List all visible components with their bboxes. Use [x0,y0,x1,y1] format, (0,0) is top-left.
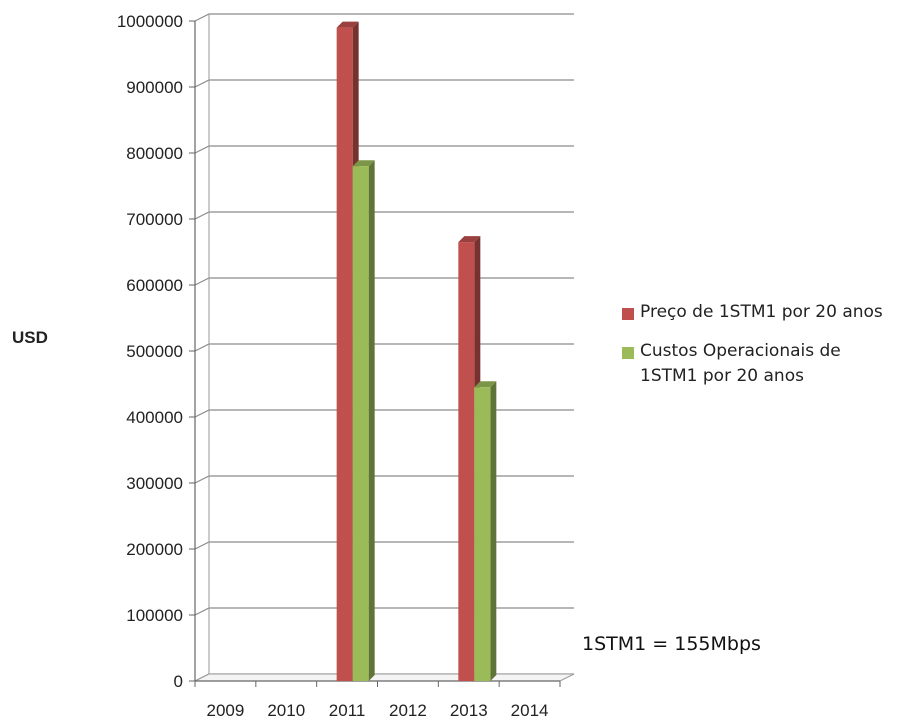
grid-lines [194,13,574,682]
bar-front [458,242,475,681]
gridline [194,145,574,154]
bar-front [336,27,353,682]
legend-swatch-price [622,308,634,320]
gridline [194,409,574,418]
x-tick-label: 2013 [450,701,488,720]
y-tick-label: 900000 [126,78,183,97]
y-tick-label: 700000 [126,210,183,229]
gridline [194,277,574,286]
y-tick-label: 1000000 [117,12,183,31]
bar-opex-2011 [352,160,375,681]
y-axis-label: USD [12,328,48,347]
legend-swatch-opex [622,347,634,359]
gridline [194,211,574,220]
gridline [194,475,574,484]
y-tick-label: 600000 [126,276,183,295]
y-tick-label: 0 [174,672,183,691]
gridline [194,541,574,550]
bar-top [474,381,497,388]
chart-floor [194,673,575,682]
bar-opex-2013 [474,381,497,681]
x-tick-label: 2014 [511,701,549,720]
bar-side [368,160,375,681]
axes [189,14,575,687]
y-tick-label: 500000 [126,342,183,361]
y-tick-label: 200000 [126,540,183,559]
bandwidth-note: 1STM1 = 155Mbps [582,633,761,655]
x-tick-label: 2012 [389,701,427,720]
y-tick-label: 300000 [126,474,183,493]
y-tick-label: 400000 [126,408,183,427]
bar-front [352,166,369,681]
bar-top [336,21,359,28]
gridline [194,79,574,88]
y-tick-label: 800000 [126,144,183,163]
legend-label-opex: Custos Operacionais de 1STM1 por 20 anos [640,341,841,386]
y-tick-labels: 0 100000 200000 300000 400000 500000 600000 700… [117,12,183,691]
x-tick-label: 2011 [329,701,366,720]
gridline [194,343,574,352]
legend: Preço de 1STM1 por 20 anos Custos Operac… [622,300,902,403]
y-tick-label: 100000 [126,606,183,625]
legend-item-opex: Custos Operacionais de 1STM1 por 20 anos [622,339,902,389]
x-tick-labels: 2009 2010 2011 2012 2013 2014 [207,701,549,720]
gridline [194,607,574,616]
bars [336,21,497,682]
legend-label-price: Preço de 1STM1 por 20 anos [640,302,883,322]
bar-side [490,381,497,681]
legend-item-price: Preço de 1STM1 por 20 anos [622,300,902,325]
bar-top [458,236,481,243]
bar-top [352,160,375,167]
x-tick-label: 2010 [267,701,305,720]
x-tick-label: 2009 [207,701,245,720]
gridline [194,13,574,22]
bar-front [474,387,491,681]
